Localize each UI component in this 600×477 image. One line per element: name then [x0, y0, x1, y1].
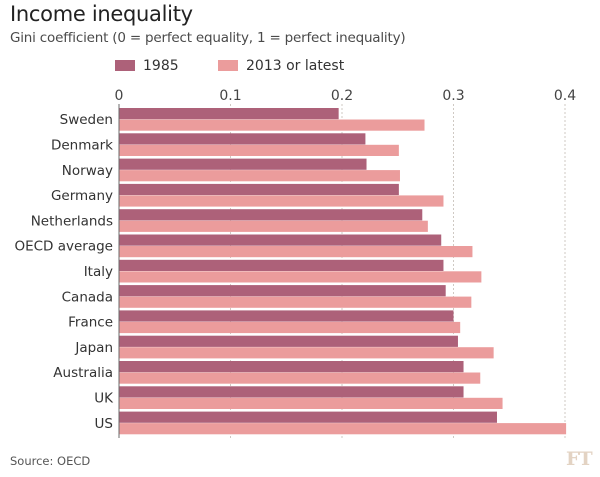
source-note: Source: OECD [10, 454, 91, 468]
x-tick-label: 0 [115, 88, 124, 104]
bar-denmark-2013 [119, 144, 399, 156]
bar-germany-1985 [119, 183, 399, 196]
legend-label-1985: 1985 [143, 58, 179, 74]
category-label: Japan [74, 340, 113, 356]
bar-italy-1985 [119, 259, 444, 271]
bar-italy-2013 [119, 271, 482, 283]
category-label: Italy [84, 264, 113, 280]
bar-netherlands-1985 [119, 209, 423, 221]
bar-france-1985 [119, 310, 454, 322]
bar-norway-2013 [119, 170, 400, 182]
legend-swatch-2013 [218, 59, 238, 71]
x-tick-label: 0.3 [442, 88, 464, 104]
chart-subtitle: Gini coefficient (0 = perfect equality, … [10, 30, 406, 46]
bar-us-2013 [119, 423, 567, 435]
category-label: Norway [62, 163, 113, 179]
legend-swatch-1985 [115, 59, 135, 71]
category-label: Netherlands [31, 213, 113, 229]
bar-france-2013 [119, 321, 461, 334]
legend-label-2013: 2013 or latest [246, 58, 345, 74]
category-label: Germany [51, 188, 113, 204]
category-label: UK [94, 391, 114, 407]
bar-australia-2013 [119, 372, 481, 384]
category-label: US [95, 416, 113, 432]
bar-germany-2013 [119, 195, 444, 207]
bar-sweden-2013 [119, 119, 425, 131]
category-label: Canada [62, 289, 113, 305]
legend-item-2013: 2013 or latest [218, 58, 344, 74]
bar-norway-1985 [119, 158, 367, 170]
category-label: Australia [53, 365, 113, 381]
category-label: France [68, 315, 113, 331]
bar-us-1985 [119, 411, 497, 423]
bar-canada-2013 [119, 296, 472, 308]
bar-oecd-average-2013 [119, 246, 473, 258]
bar-uk-2013 [119, 397, 503, 409]
legend-item-1985: 1985 [115, 58, 179, 74]
bar-canada-1985 [119, 285, 446, 297]
x-tick-label: 0.2 [331, 88, 353, 104]
bar-uk-1985 [119, 386, 464, 398]
category-label: Sweden [60, 112, 113, 128]
bar-denmark-1985 [119, 133, 366, 145]
bar-oecd-average-1985 [119, 234, 442, 246]
bar-netherlands-2013 [119, 220, 428, 232]
category-label: OECD average [14, 239, 113, 255]
bar-australia-1985 [119, 361, 464, 373]
category-label: Denmark [51, 138, 113, 154]
bar-japan-1985 [119, 335, 458, 347]
x-tick-label: 0.4 [554, 88, 576, 104]
chart-title: Income inequality [10, 2, 193, 26]
ft-logo: FT [566, 448, 593, 470]
bar-sweden-1985 [119, 108, 339, 120]
x-tick-label: 0.1 [219, 88, 241, 104]
bar-japan-2013 [119, 347, 494, 359]
